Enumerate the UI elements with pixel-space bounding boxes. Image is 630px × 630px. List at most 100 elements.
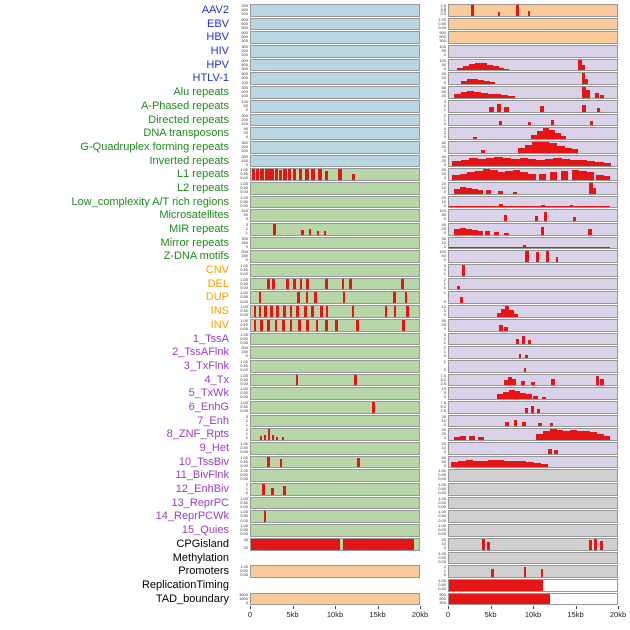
- y-tick-label: 40: [441, 428, 446, 433]
- y-tick-label: 300: [439, 599, 446, 605]
- signal-bar: [563, 430, 570, 440]
- right-track-panel: [448, 140, 618, 154]
- track-label: 13_ReprPC: [171, 496, 229, 509]
- signal-bar: [393, 306, 397, 317]
- y-axis-ticks-left: 900 600 300: [234, 59, 250, 72]
- y-tick-label: 20: [441, 226, 446, 232]
- y-tick-label: 0: [245, 161, 248, 167]
- signal-bar: [266, 278, 270, 290]
- signal-bar: [549, 423, 554, 427]
- signal-bar: [306, 319, 310, 331]
- signal-bar: [585, 90, 591, 98]
- signal-bar: [532, 141, 541, 153]
- signal-bar: [499, 120, 503, 126]
- y-tick-label: 25: [441, 321, 446, 327]
- signal-bar: [341, 278, 345, 290]
- track-row: 13_ReprPC 1.00 0.50 0.00 1.00 0.50 0.00: [6, 496, 630, 510]
- track-label: 6_EnhG: [188, 400, 229, 413]
- left-track-panel: [250, 552, 420, 565]
- y-tick-label: 5: [443, 308, 446, 314]
- y-tick-label: 100: [241, 99, 248, 104]
- signal-bar: [571, 169, 580, 180]
- y-tick-label: 1.00: [240, 469, 248, 474]
- y-axis-ticks-left: 1.00 0.50 0.00: [234, 565, 250, 578]
- y-tick-label: 0.50: [438, 472, 446, 478]
- y-tick-label: 5.0: [440, 403, 446, 409]
- track-row: Methylation 1.00 0.50 0.00: [6, 551, 630, 565]
- right-track-panel: [448, 17, 618, 31]
- track-row: INS 1.00 0.50 0.00 10 5 0: [6, 305, 630, 318]
- signal-bar: [531, 406, 535, 413]
- signal-bar: [314, 292, 317, 304]
- y-axis-ticks-left: 40 20 0: [234, 127, 250, 140]
- y-axis-ticks-left: 1.00 0.50 0.00: [234, 456, 250, 469]
- y-axis-ticks-right: 1.00 0.50 0.00: [420, 510, 448, 523]
- signal-bar: [478, 437, 485, 440]
- track-row: 9_Het 1.00 0.50 0.00 20 10 0: [6, 442, 630, 455]
- y-tick-label: 50: [441, 318, 446, 323]
- signal-bar: [354, 374, 357, 386]
- signal-bar: [356, 319, 359, 331]
- y-tick-label: 300: [241, 24, 248, 30]
- y-axis-ticks-left: 300 150 0: [234, 250, 250, 263]
- signal-bar: [603, 163, 612, 167]
- right-track-panel: [448, 578, 618, 592]
- y-tick-label: 1.00: [240, 195, 248, 200]
- y-tick-label: 0.50: [240, 335, 248, 341]
- signal-bar: [526, 461, 534, 468]
- y-axis-ticks-right: 1.00 0.50 0.00: [420, 497, 448, 510]
- x-tick-label: 15kb: [369, 610, 386, 620]
- track-label: 1_TssA: [192, 332, 229, 345]
- signal-bar: [265, 169, 269, 180]
- right-track-panel: [448, 510, 618, 524]
- signal-bar: [496, 394, 503, 399]
- y-tick-label: 1: [443, 339, 446, 345]
- signal-bar: [578, 59, 582, 71]
- right-track-panel: [448, 58, 618, 72]
- y-tick-label: 0.00: [240, 298, 248, 304]
- track-label: 5_TxWk: [188, 387, 229, 400]
- y-tick-label: 0: [443, 366, 446, 372]
- y-tick-label: 0: [443, 147, 446, 153]
- track-label: 11_BivFlnk: [175, 469, 229, 482]
- y-tick-label: 40: [441, 168, 446, 173]
- y-tick-label: 300: [241, 45, 248, 50]
- y-tick-label: 0: [443, 52, 446, 58]
- x-tick-mark: [490, 606, 492, 610]
- right-track-panel: [448, 99, 618, 113]
- signal-bar: [522, 421, 526, 427]
- y-axis-ticks-right: 1.00 0.50 0.00: [420, 552, 448, 565]
- y-axis-ticks-left: 1.00 0.50 0.00: [234, 319, 250, 332]
- signal-bar: [477, 230, 484, 235]
- track-row: TAD_boundary 3000 1500 0 900 600 300: [6, 592, 630, 606]
- signal-bar: [573, 216, 577, 221]
- signal-bar: [503, 326, 508, 331]
- y-tick-label: 2: [443, 335, 446, 341]
- y-tick-label: 1.00: [438, 578, 446, 583]
- signal-bar: [478, 79, 485, 85]
- signal-bar: [481, 538, 486, 550]
- signal-bar: [569, 430, 577, 440]
- signal-bar: [560, 170, 569, 180]
- right-track-panel: [448, 209, 618, 222]
- signal-bar: [497, 171, 506, 180]
- left-track-panel: [250, 305, 420, 318]
- y-tick-label: 1.00: [240, 496, 248, 501]
- y-tick-label: 0: [443, 120, 446, 126]
- right-track-panel: [448, 565, 618, 578]
- signal-bar: [266, 456, 270, 468]
- right-track-panel: [448, 291, 618, 305]
- signal-bar: [540, 569, 544, 577]
- y-tick-label: 0.50: [240, 527, 248, 533]
- signal-bar: [490, 82, 496, 85]
- x-tick-mark: [420, 606, 421, 610]
- signal-bar: [480, 461, 489, 468]
- y-tick-label: 0: [443, 65, 446, 71]
- y-tick-label: 0.00: [438, 585, 446, 591]
- y-axis-ticks-right: 20 10 0: [420, 196, 448, 209]
- signal-bar: [371, 401, 375, 413]
- y-axis-ticks-left: 1.00 0.50 0.00: [234, 196, 250, 209]
